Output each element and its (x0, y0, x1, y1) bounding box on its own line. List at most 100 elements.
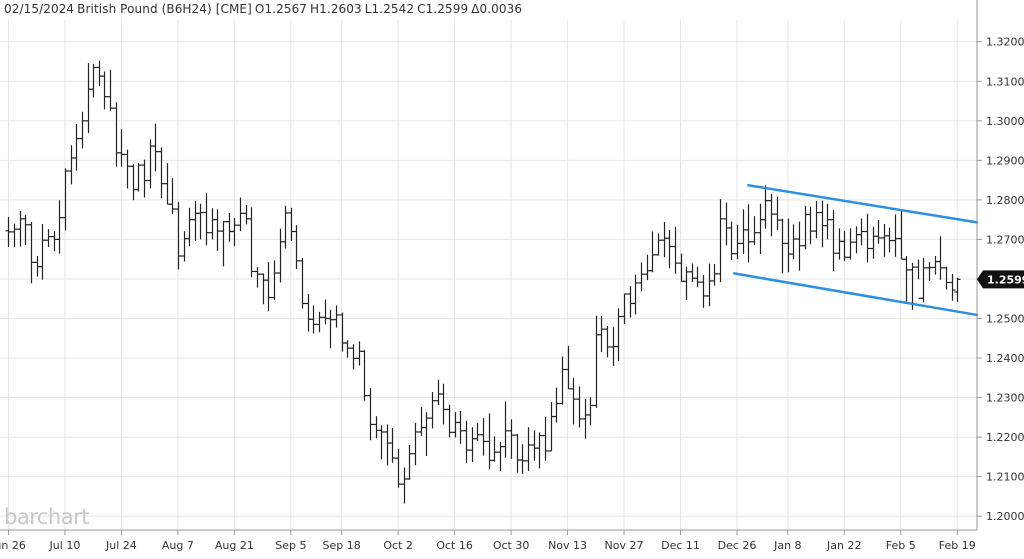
ohlc-bar (920, 258, 927, 303)
ohlc-bar (350, 344, 357, 370)
chart-header: 02/15/2024 British Pound (B6H24) [CME] O1.… (4, 2, 525, 16)
ohlc-bar (870, 226, 877, 259)
ohlc-bar (886, 227, 893, 253)
ohlc-bar (113, 102, 120, 167)
ohlc-bar (949, 273, 956, 301)
ohlc-bar (819, 200, 826, 248)
x-tick-label: Nov 27 (605, 539, 644, 552)
ohlc-bar (158, 147, 165, 199)
ohlc-bar (406, 445, 413, 480)
ohlc-bar (344, 340, 351, 358)
ohlc-bar (90, 63, 97, 98)
ohlc-bar (768, 193, 775, 237)
ohlc-bar (152, 123, 159, 172)
ohlc-bar (502, 401, 509, 458)
ohlc-bar (847, 228, 854, 260)
ohlc-bars (5, 60, 961, 504)
y-tick-label: 1.2200 (986, 431, 1024, 444)
ohlc-bar (181, 231, 188, 262)
barchart-watermark: barchart (4, 505, 89, 529)
ohlc-bar (943, 266, 950, 290)
ohlc-bar (519, 444, 526, 474)
ohlc-bar (954, 277, 961, 302)
last-price-badge: 1.2599 (977, 270, 1024, 289)
ohlc-bar (299, 258, 306, 309)
ohlc-bar (898, 210, 905, 260)
ohlc-bar (367, 388, 374, 441)
y-tick-label: 1.2400 (986, 352, 1024, 365)
ohlc-bar (169, 178, 176, 215)
ohlc-bar (548, 401, 555, 452)
ohlc-bar (322, 299, 329, 325)
ohlc-bar (762, 185, 769, 229)
ohlc-bar (378, 425, 385, 460)
x-tick-label: Aug 21 (215, 539, 254, 552)
x-tick-label: Feb 19 (939, 539, 976, 552)
ohlc-bar (678, 253, 685, 282)
channel-line-lower (732, 272, 979, 317)
ohlc-bar (474, 422, 481, 442)
ohlc-bar (514, 433, 521, 473)
ohlc-bar (22, 214, 29, 245)
y-tick-label: 1.2700 (986, 233, 1024, 246)
ohlc-bar (192, 201, 199, 241)
header-close: C1.2599 (417, 2, 469, 16)
ohlc-bar (576, 386, 583, 428)
y-tick-label: 1.2500 (986, 312, 1024, 325)
ohlc-bar (565, 345, 572, 390)
ohlc-bar (310, 305, 317, 334)
x-tick-label: Jan 8 (773, 539, 801, 552)
ohlc-bar (672, 226, 679, 274)
ohlc-bar (124, 149, 131, 189)
ohlc-bar (593, 315, 600, 408)
ohlc-bar (96, 60, 103, 87)
ohlc-bar (463, 420, 470, 463)
header-low: L1.2542 (364, 2, 415, 16)
x-tick-label: Sep 18 (323, 539, 361, 552)
ohlc-bar (802, 205, 809, 250)
ohlc-bar (740, 209, 747, 255)
ohlc-bar (542, 416, 549, 461)
ohlc-bar (531, 430, 538, 461)
ohlc-bar (327, 309, 334, 349)
ohlc-bar (45, 229, 52, 247)
ohlc-bar (62, 168, 69, 231)
ohlc-bar (926, 261, 933, 281)
ohlc-bar (203, 193, 210, 246)
ohlc-bar (141, 159, 148, 198)
ohlc-bar (135, 163, 142, 192)
ohlc-bar (666, 229, 673, 269)
last-price-badge-bg (977, 270, 1024, 289)
ohlc-bar (118, 129, 125, 167)
ohlc-bar (621, 293, 628, 325)
ohlc-bar (937, 236, 944, 280)
x-tick-label: Aug 7 (162, 539, 194, 552)
ohlc-bar (384, 424, 391, 466)
ohlc-bar (412, 422, 419, 466)
ohlc-bar (361, 350, 368, 401)
ohlc-bar (598, 316, 605, 353)
ohlc-bar (751, 216, 758, 245)
ohlc-bar (638, 262, 645, 292)
ohlc-bar (418, 407, 425, 436)
y-tick-label: 1.2800 (986, 194, 1024, 207)
x-tick-label: Oct 30 (493, 539, 530, 552)
header-open: O1.2567 (254, 2, 308, 16)
ohlc-bar (864, 213, 871, 263)
axis-lines (0, 0, 982, 535)
ohlc-bar (175, 201, 182, 270)
y-tick-label: 1.2900 (986, 154, 1024, 167)
ohlc-bar (480, 418, 487, 456)
y-tick-label: 1.2000 (986, 510, 1024, 523)
ohlc-bar (491, 436, 498, 462)
ohlc-bar (265, 261, 272, 312)
ohlc-bar (655, 233, 662, 256)
ohlc-bar (813, 201, 820, 239)
trend-channel (732, 184, 979, 317)
ohlc-bar (728, 221, 735, 260)
x-tick-label: Jul 24 (105, 539, 137, 552)
ohlc-bar (243, 205, 250, 225)
ohlc-bar (164, 163, 171, 205)
ohlc-bar (28, 222, 35, 284)
